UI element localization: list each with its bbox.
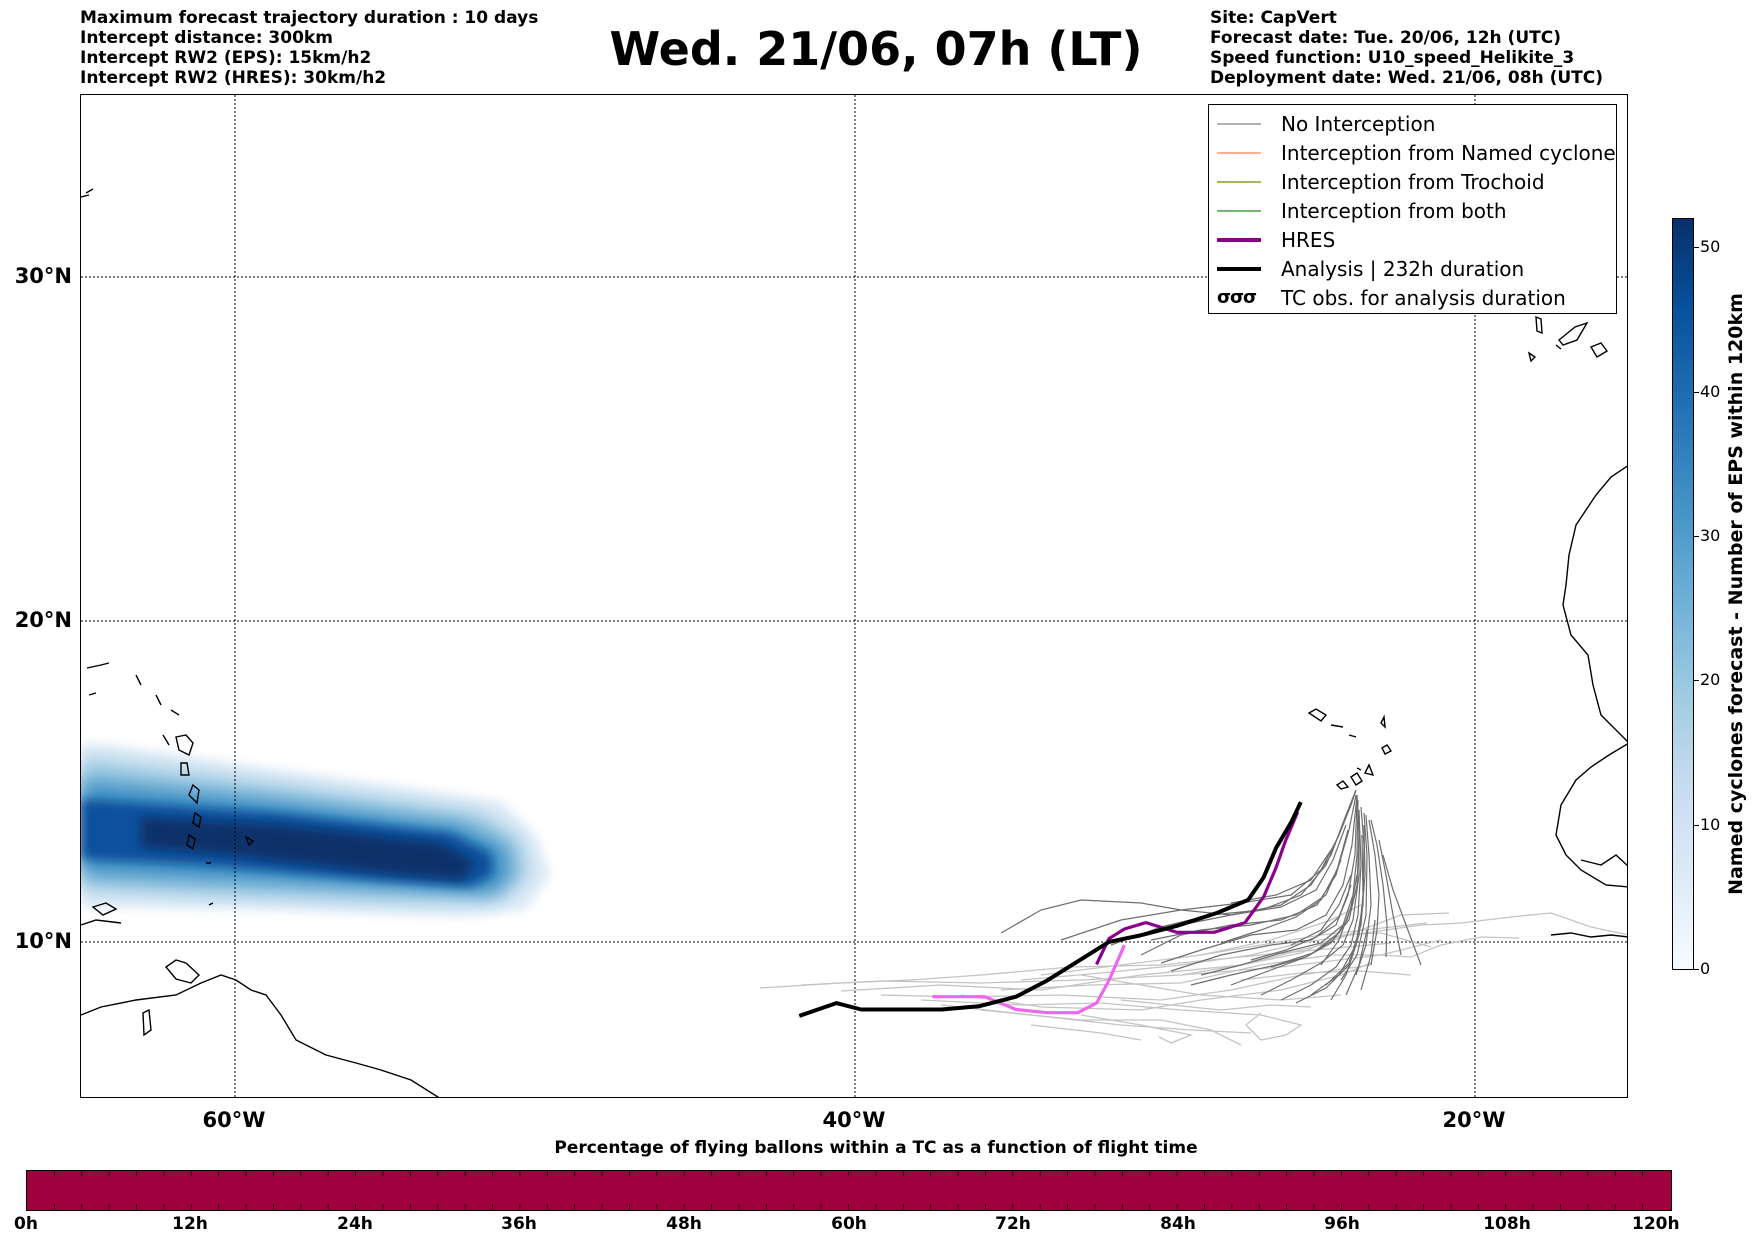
legend-swatch (1217, 122, 1261, 125)
map-legend: No Interception Interception from Named … (1208, 104, 1617, 314)
info-left-line-4: Intercept RW2 (HRES): 30km/h2 (80, 68, 387, 88)
timebar (26, 1170, 1672, 1211)
legend-item-tc-obs: σσσ TC obs. for analysis duration (1209, 283, 1616, 312)
legend-label: Analysis | 232h duration (1281, 256, 1525, 281)
legend-item-analysis: Analysis | 232h duration (1209, 254, 1616, 283)
ensemble-trajectories-light (759, 904, 1627, 1046)
legend-label: Interception from both (1281, 198, 1507, 223)
timebar-tick-108h: 108h (1483, 1214, 1531, 1234)
timebar-tick-96h: 96h (1324, 1214, 1360, 1234)
legend-item-named-cyclone: Interception from Named cyclone (1209, 138, 1616, 167)
info-left-line-1: Maximum forecast trajectory duration : 1… (80, 8, 539, 28)
legend-item-hres: HRES (1209, 225, 1616, 254)
gridlines (81, 95, 1627, 1097)
timebar-title: Percentage of flying ballons within a TC… (554, 1138, 1198, 1158)
info-right: Site: CapVert Forecast date: Tue. 20/06,… (1210, 8, 1603, 88)
legend-item-no-interception: No Interception (1209, 109, 1616, 138)
colorbar-tickmark (1694, 536, 1699, 537)
colorbar-tickmark (1694, 247, 1699, 248)
timebar-tick-84h: 84h (1160, 1214, 1196, 1234)
legend-swatch (1217, 180, 1261, 183)
legend-label: No Interception (1281, 111, 1436, 136)
lon-label-40w: 40°W (822, 1108, 886, 1132)
info-left: Maximum forecast trajectory duration : 1… (80, 8, 538, 88)
colorbar-title: Named cyclones forecast - Number of EPS … (1725, 293, 1747, 895)
lon-label-60w: 60°W (202, 1108, 266, 1132)
hres-track-light (932, 944, 1126, 1015)
legend-swatch (1217, 151, 1261, 154)
timebar-tick-36h: 36h (501, 1214, 537, 1234)
colorbar-tickmark (1694, 969, 1699, 970)
cyclone-density-plume (81, 743, 551, 917)
timebar-minor-ticks (53, 1171, 1644, 1209)
legend-label: Interception from Trochoid (1281, 169, 1545, 194)
lat-label-10n: 10°N (14, 929, 72, 953)
map-canvas[interactable] (81, 95, 1628, 1098)
coastlines (81, 188, 1627, 1097)
lat-label-20n: 20°N (14, 608, 72, 632)
colorbar-tick-50: 50 (1700, 237, 1721, 256)
colorbar-tickmark (1694, 392, 1699, 393)
info-right-line-3: Speed function: U10_speed_Helikite_3 (1210, 48, 1575, 68)
timebar-tick-72h: 72h (995, 1214, 1031, 1234)
map-title: Wed. 21/06, 07h (LT) (609, 22, 1143, 76)
colorbar-tick-20: 20 (1700, 670, 1721, 689)
colorbar-tickmark (1694, 680, 1699, 681)
lon-label-20w: 20°W (1442, 1108, 1506, 1132)
colorbar-tick-0: 0 (1700, 959, 1711, 978)
timebar-tick-12h: 12h (172, 1214, 208, 1234)
colorbar-tick-30: 30 (1700, 526, 1721, 545)
legend-label: TC obs. for analysis duration (1281, 285, 1566, 310)
colorbar-tick-40: 40 (1700, 382, 1721, 401)
legend-swatch (1217, 209, 1261, 212)
timebar-tick-24h: 24h (337, 1214, 373, 1234)
tc-symbol-icon: σσσ (1217, 287, 1257, 308)
analysis-track (798, 801, 1303, 1018)
info-left-line-3: Intercept RW2 (EPS): 15km/h2 (80, 48, 372, 68)
legend-swatch (1217, 237, 1261, 242)
info-left-line-2: Intercept distance: 300km (80, 28, 333, 48)
timebar-tick-60h: 60h (831, 1214, 867, 1234)
timebar-tick-48h: 48h (666, 1214, 702, 1234)
info-right-line-4: Deployment date: Wed. 21/06, 08h (UTC) (1210, 68, 1604, 88)
legend-item-both: Interception from both (1209, 196, 1616, 225)
hres-track (1095, 811, 1300, 966)
info-right-line-2: Forecast date: Tue. 20/06, 12h (UTC) (1210, 28, 1561, 48)
lat-label-30n: 30°N (14, 264, 72, 288)
colorbar-tick-10: 10 (1700, 815, 1721, 834)
legend-swatch (1217, 266, 1261, 271)
colorbar-tickmark (1694, 825, 1699, 826)
map-panel[interactable] (80, 94, 1628, 1098)
legend-label: Interception from Named cyclone (1281, 140, 1616, 165)
timebar-tick-0h: 0h (14, 1214, 38, 1234)
legend-item-trochoid: Interception from Trochoid (1209, 167, 1616, 196)
info-right-line-1: Site: CapVert (1210, 8, 1337, 28)
legend-label: HRES (1281, 227, 1336, 252)
colorbar (1672, 218, 1694, 970)
timebar-tick-120h: 120h (1632, 1214, 1680, 1234)
